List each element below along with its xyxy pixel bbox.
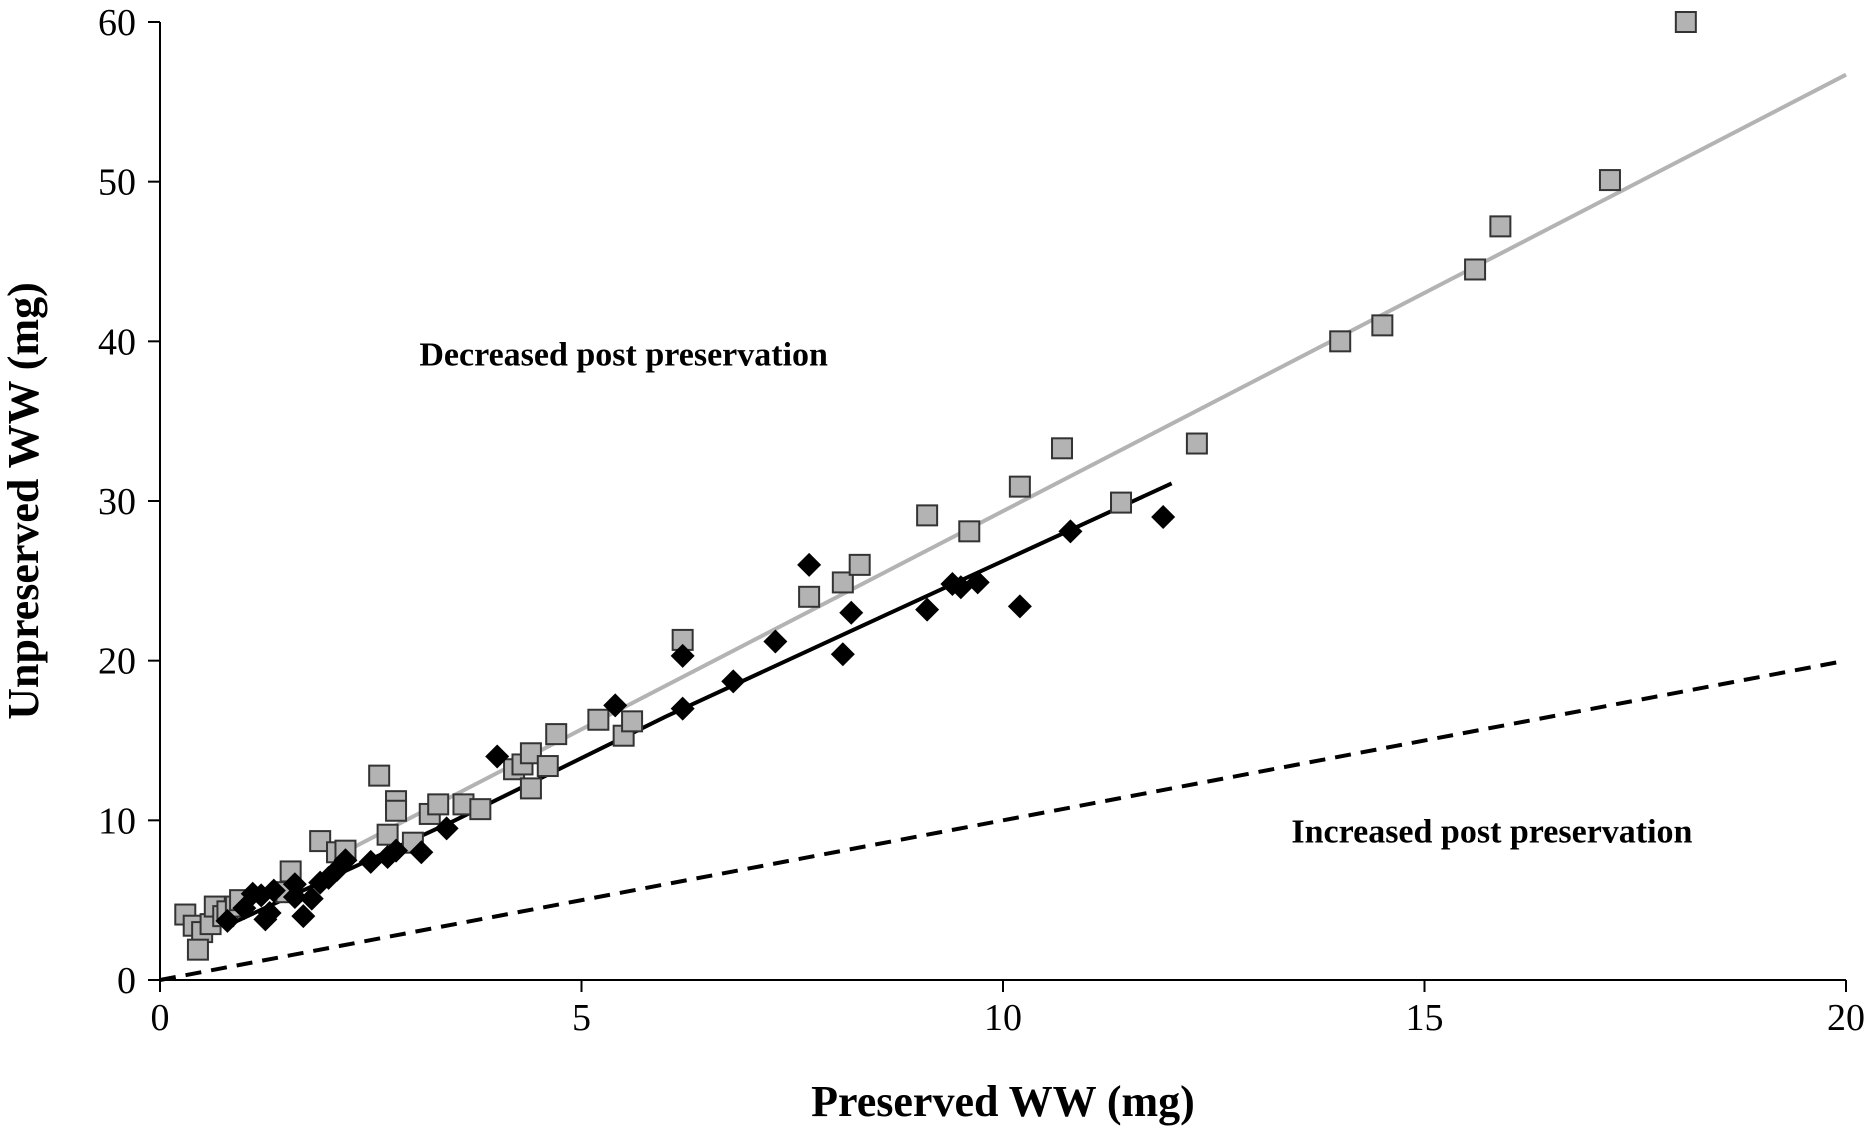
diamond-point	[485, 744, 510, 769]
x-tick-label: 0	[151, 997, 170, 1039]
square-point	[916, 504, 939, 527]
square-point	[1674, 11, 1697, 33]
square-point	[186, 938, 209, 961]
y-tick-label: 60	[98, 2, 136, 44]
square-point	[376, 823, 399, 846]
square-point	[427, 793, 450, 816]
square-point	[385, 799, 408, 822]
diamond-point	[282, 884, 307, 909]
diamond-point	[830, 642, 855, 667]
diamond-point	[603, 693, 628, 718]
diamond-point	[257, 900, 282, 925]
diamond-point	[434, 816, 459, 841]
diamond-point	[670, 696, 695, 721]
diamond-point	[215, 908, 240, 933]
data-points	[174, 11, 1697, 961]
square-point	[798, 585, 821, 608]
square-point	[831, 571, 854, 594]
diamond-point	[1058, 519, 1083, 544]
diamond-point	[358, 849, 383, 874]
square-point	[1464, 258, 1487, 281]
diamond-point	[282, 872, 307, 897]
diamond-point	[261, 878, 286, 903]
diamond-point	[1007, 594, 1032, 619]
square-point	[1598, 169, 1621, 192]
annotation-label: Increased post preservation	[1291, 814, 1692, 851]
square-point	[309, 830, 332, 853]
y-tick-label: 20	[98, 641, 136, 683]
square-point	[1110, 491, 1133, 514]
square-point	[519, 742, 542, 765]
diamond-point	[291, 904, 316, 929]
x-axis-title: Preserved WW (mg)	[811, 1077, 1195, 1126]
y-tick-label: 0	[117, 960, 136, 1002]
diamond-point	[839, 600, 864, 625]
diamond-point	[670, 643, 695, 668]
x-tick-label: 20	[1827, 997, 1865, 1039]
square-point	[469, 798, 492, 821]
diamond-point	[384, 838, 409, 863]
diamond-point	[948, 575, 973, 600]
x-tick-label: 15	[1406, 997, 1444, 1039]
y-axis-title: Unpreserved WW (mg)	[0, 282, 48, 720]
y-tick-label: 30	[98, 481, 136, 523]
annotations: Decreased post preservation Increased pos…	[419, 336, 1692, 850]
diamond-point	[915, 597, 940, 622]
x-tick-label: 5	[572, 997, 591, 1039]
square-point	[1008, 475, 1031, 498]
square-point	[536, 755, 559, 778]
square-point	[587, 708, 610, 731]
square-point	[368, 764, 391, 787]
diamond-point	[797, 552, 822, 577]
square-point	[1329, 330, 1352, 353]
square-point	[958, 520, 981, 543]
diamond-point	[333, 848, 358, 873]
trend-line	[327, 72, 1847, 863]
x-tick-label: 10	[984, 997, 1022, 1039]
square-point	[848, 553, 871, 576]
square-point	[1489, 215, 1512, 238]
diamond-point	[965, 570, 990, 595]
diamond-point	[409, 840, 434, 865]
y-tick-label: 40	[98, 321, 136, 363]
square-point	[545, 723, 568, 746]
diamond-point	[1151, 504, 1176, 529]
square-point	[1185, 432, 1208, 455]
diamond-point	[721, 669, 746, 694]
annotation-label: Decreased post preservation	[419, 336, 828, 373]
y-tick-label: 10	[98, 800, 136, 842]
square-point	[519, 777, 542, 800]
square-point	[621, 710, 644, 733]
square-point	[1051, 437, 1074, 460]
square-point	[1371, 314, 1394, 337]
diamond-point	[763, 629, 788, 654]
ticks: 0 5 10 15 20 0 10 20 30 40 50 60	[98, 2, 1865, 1039]
diamond-point	[299, 886, 324, 911]
y-tick-label: 50	[98, 162, 136, 204]
